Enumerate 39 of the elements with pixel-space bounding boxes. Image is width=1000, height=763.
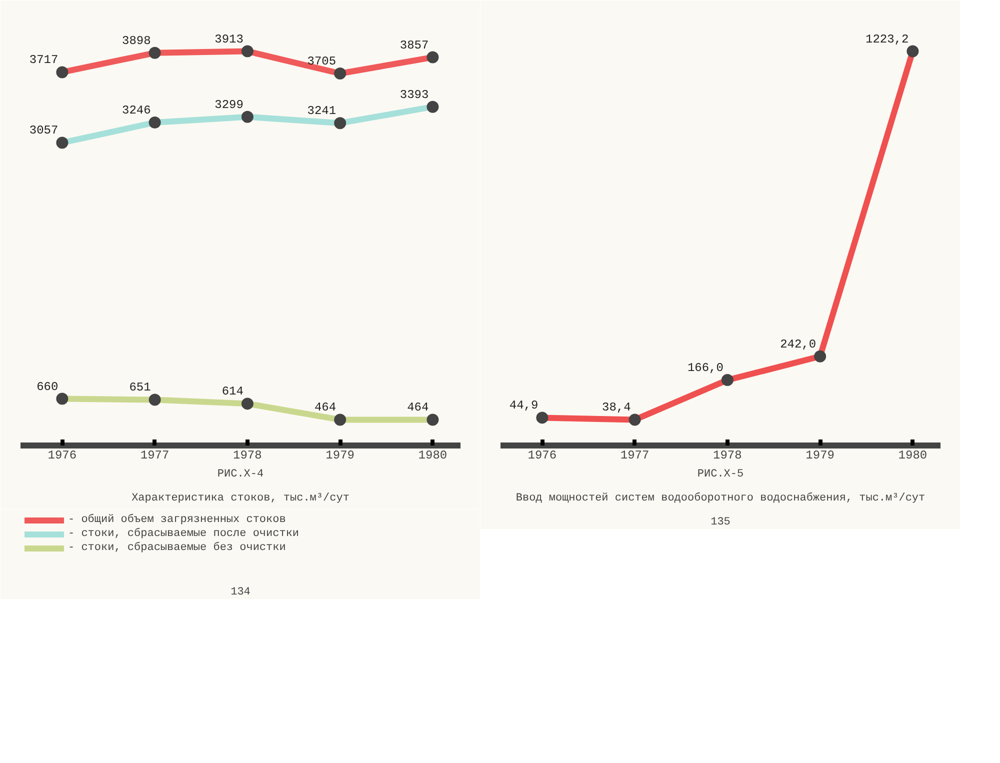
x-tick-label: 1977 (140, 448, 170, 462)
text: 134 (230, 586, 251, 598)
x-tick-label: 1979 (806, 448, 834, 462)
data-label: 3913 (214, 32, 244, 46)
data-label: 242,0 (780, 337, 816, 352)
x-tick-label: 1976 (528, 448, 557, 462)
text: РИС.X-5 (697, 468, 744, 480)
text: Характеристика стоков, тыс.м³/сут (132, 492, 350, 504)
text: РИС.X-4 (217, 468, 264, 480)
text: Ввод мощностей систем водооборотного водоснабжения, тыс.м³/сут (516, 492, 926, 504)
data-label: 3241 (307, 104, 336, 118)
x-tick-label: 1978 (233, 448, 262, 462)
data-label: 166,0 (687, 361, 724, 376)
data-label: 464 (407, 400, 429, 415)
data-label: 3299 (214, 98, 244, 112)
data-label: 1223,2 (866, 32, 909, 46)
data-label: 3393 (400, 88, 429, 102)
data-label: 3898 (122, 34, 151, 48)
x-tick-label: 1980 (898, 448, 928, 462)
data-label: 464 (314, 400, 336, 415)
data-label: 38,4 (602, 400, 631, 415)
data-label: 3705 (307, 54, 336, 69)
data-label: 3246 (122, 104, 151, 118)
data-label: 651 (129, 380, 151, 395)
legend-label: - общий объем загрязненных стоков (68, 513, 286, 527)
x-tick-label: 1977 (620, 448, 650, 462)
text: 135 (710, 516, 730, 528)
legend-label: - стоки, сбрасываемые после очистки (68, 527, 300, 541)
x-tick-label: 1980 (418, 448, 448, 462)
data-label: 614 (222, 384, 244, 399)
x-tick-label: 1976 (48, 448, 77, 462)
data-label: 3057 (29, 124, 58, 138)
data-label: 660 (36, 380, 58, 394)
x-tick-label: 1978 (713, 448, 742, 462)
data-label: 3717 (29, 53, 58, 68)
legend-label: - стоки, сбрасываемые без очистки (68, 541, 286, 555)
data-label: 3857 (400, 38, 429, 52)
x-tick-label: 1979 (326, 448, 354, 462)
data-label: 44,9 (509, 398, 538, 413)
